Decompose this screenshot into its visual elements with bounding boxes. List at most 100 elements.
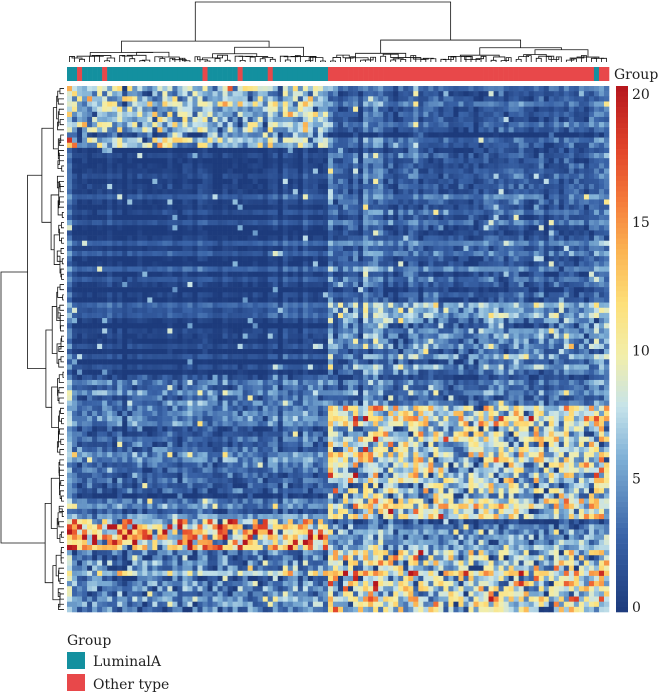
heatmap-cell: [227, 158, 233, 164]
heatmap-cell: [217, 235, 223, 242]
heatmap-cell: [428, 183, 434, 190]
heatmap-cell: [388, 91, 394, 97]
heatmap-cell: [132, 116, 138, 123]
heatmap-cell: [242, 225, 248, 231]
heatmap-cell: [157, 183, 163, 190]
heatmap-cell: [423, 302, 429, 309]
heatmap-cell: [458, 163, 464, 169]
heatmap-cell: [82, 276, 88, 283]
heatmap-cell: [177, 142, 183, 149]
heatmap-cell: [438, 116, 444, 123]
heatmap-cell: [553, 214, 560, 221]
heatmap-cell: [393, 163, 399, 169]
annotation-cell: [297, 67, 304, 81]
heatmap-cell: [503, 287, 509, 293]
heatmap-cell: [393, 194, 399, 200]
heatmap-cell: [242, 96, 248, 102]
heatmap-cell: [533, 287, 540, 293]
heatmap-cell: [212, 111, 218, 118]
heatmap-cell: [543, 199, 550, 205]
heatmap-cell: [202, 251, 208, 257]
heatmap-cell: [317, 142, 324, 149]
dendrogram-branch: [342, 55, 369, 60]
heatmap-cell: [237, 276, 243, 283]
heatmap-cell: [257, 137, 264, 144]
annotation-cell: [418, 67, 424, 81]
heatmap-cell: [112, 276, 118, 283]
heatmap-cell: [438, 251, 444, 257]
heatmap-cell: [343, 245, 349, 252]
annotation-cell: [438, 67, 444, 81]
dendrogram-branch: [58, 196, 64, 206]
heatmap-cell: [257, 302, 264, 309]
heatmap-cell: [398, 189, 404, 195]
heatmap-cell: [498, 292, 504, 298]
heatmap-cell: [217, 86, 223, 92]
heatmap-cell: [508, 256, 514, 262]
heatmap-cell: [162, 251, 168, 257]
heatmap-cell: [588, 240, 595, 247]
annotation-cell: [247, 67, 253, 81]
heatmap-cell: [152, 189, 158, 195]
heatmap-cell: [418, 214, 424, 221]
heatmap-cell: [67, 96, 73, 102]
heatmap-cell: [272, 158, 279, 164]
heatmap-cell: [277, 183, 284, 190]
heatmap-cell: [307, 96, 314, 102]
heatmap-cell: [423, 261, 429, 267]
heatmap-cell: [488, 91, 494, 97]
heatmap-cell: [202, 127, 208, 133]
heatmap-cell: [212, 287, 218, 293]
heatmap-cell: [568, 122, 575, 128]
annotation-cell: [137, 67, 143, 81]
heatmap-cell: [112, 220, 118, 226]
heatmap-cell: [483, 173, 489, 180]
heatmap-cell: [117, 251, 123, 257]
heatmap-cell: [212, 173, 218, 180]
heatmap-cell: [348, 199, 354, 205]
heatmap-cell: [398, 147, 404, 154]
heatmap-cell: [488, 127, 494, 133]
heatmap-cell: [423, 96, 429, 102]
annotation-cell: [177, 67, 183, 81]
heatmap-cell: [548, 142, 555, 149]
dendrogram-branch: [89, 55, 96, 62]
heatmap-cell: [102, 96, 108, 102]
heatmap-cell: [583, 189, 590, 195]
heatmap-cell: [588, 230, 595, 236]
heatmap-cell: [77, 251, 83, 257]
heatmap-cell: [307, 281, 314, 288]
heatmap-cell: [187, 251, 193, 257]
heatmap-cell: [142, 101, 148, 107]
heatmap-cell: [167, 297, 173, 303]
heatmap-cell: [257, 189, 264, 195]
heatmap-cell: [72, 307, 78, 314]
heatmap-cell: [252, 287, 259, 293]
heatmap-cell: [428, 142, 434, 149]
heatmap-cell: [72, 199, 78, 205]
heatmap-cell: [257, 101, 264, 107]
heatmap-cell: [112, 101, 118, 107]
heatmap-cell: [598, 261, 605, 267]
heatmap-cell: [202, 287, 208, 293]
heatmap-cell: [137, 240, 143, 247]
annotation-cell: [423, 67, 429, 81]
heatmap-cell: [252, 302, 259, 309]
heatmap-cell: [212, 158, 218, 164]
heatmap-cell: [137, 281, 143, 288]
heatmap-cell: [598, 116, 605, 123]
heatmap-cell: [222, 245, 228, 252]
heatmap-cell: [102, 116, 108, 123]
heatmap-cell: [322, 271, 329, 278]
heatmap-cell: [493, 91, 499, 97]
heatmap-cell: [433, 240, 439, 247]
heatmap-cell: [212, 91, 218, 97]
heatmap-cell: [202, 292, 208, 298]
heatmap-cell: [137, 142, 143, 149]
heatmap-cell: [232, 209, 238, 216]
heatmap-cell: [122, 147, 128, 154]
heatmap-cell: [473, 256, 479, 262]
heatmap-cell: [267, 116, 274, 123]
heatmap-cell: [473, 86, 479, 92]
dendrogram-branch: [330, 60, 336, 62]
